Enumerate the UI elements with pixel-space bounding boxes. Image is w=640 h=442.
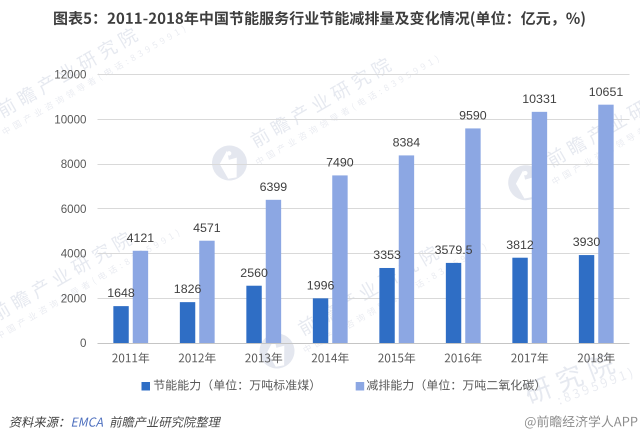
svg-text:9590: 9590: [459, 109, 487, 123]
svg-text:4121: 4121: [127, 231, 155, 245]
svg-text:10000: 10000: [54, 113, 86, 126]
svg-text:3353: 3353: [373, 248, 401, 262]
svg-text:10331: 10331: [522, 92, 557, 106]
svg-text:12000: 12000: [54, 69, 86, 82]
svg-text:3579.5: 3579.5: [435, 243, 473, 257]
svg-text:2560: 2560: [240, 266, 268, 280]
svg-text:10651: 10651: [589, 85, 624, 99]
svg-text:6000: 6000: [61, 203, 87, 216]
svg-text:2000: 2000: [61, 292, 87, 305]
svg-text:3812: 3812: [506, 238, 534, 252]
svg-text:1996: 1996: [307, 278, 335, 292]
svg-text:4571: 4571: [193, 221, 221, 235]
svg-text:7490: 7490: [326, 156, 354, 170]
svg-text:8000: 8000: [61, 158, 87, 171]
svg-text:3930: 3930: [573, 235, 601, 249]
svg-text:1826: 1826: [174, 282, 202, 296]
svg-text:1648: 1648: [107, 286, 135, 300]
svg-text:4000: 4000: [61, 248, 87, 261]
svg-text:0: 0: [80, 337, 86, 350]
svg-text:6399: 6399: [260, 180, 288, 194]
svg-text:8384: 8384: [393, 136, 421, 150]
